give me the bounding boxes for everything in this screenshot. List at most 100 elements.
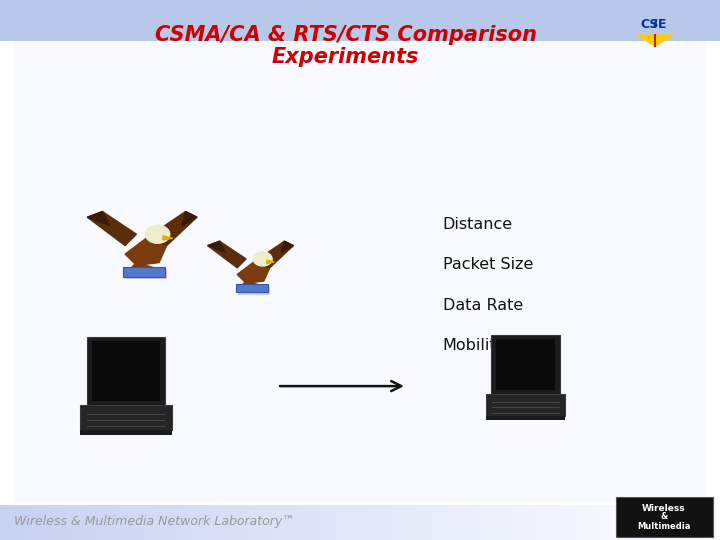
Polygon shape	[87, 212, 137, 246]
Bar	[693, 505, 702, 540]
Bar	[90, 505, 99, 540]
Bar	[238, 287, 271, 295]
Bar	[234, 505, 243, 540]
Polygon shape	[637, 35, 673, 46]
Bar	[486, 505, 495, 540]
Polygon shape	[163, 236, 173, 240]
Bar	[306, 505, 315, 540]
Bar	[45, 505, 54, 540]
Bar	[567, 505, 576, 540]
Bar	[387, 505, 396, 540]
Bar	[153, 505, 162, 540]
Polygon shape	[87, 212, 110, 226]
Bar	[0, 0, 720, 40]
Bar	[342, 505, 351, 540]
Bar	[297, 505, 306, 540]
Bar	[497, 339, 554, 390]
Bar	[513, 505, 522, 540]
Bar	[459, 505, 468, 540]
Text: Multimedia: Multimedia	[637, 522, 690, 531]
Polygon shape	[237, 261, 270, 284]
Bar	[72, 505, 81, 540]
Polygon shape	[125, 237, 167, 265]
Bar	[92, 341, 160, 401]
Text: Data Rate: Data Rate	[443, 298, 523, 313]
Bar	[603, 505, 612, 540]
Bar	[180, 505, 189, 540]
Bar	[126, 505, 135, 540]
Bar	[252, 505, 261, 540]
Bar	[495, 505, 504, 540]
Bar	[432, 505, 441, 540]
Bar	[711, 505, 720, 540]
Bar	[396, 505, 405, 540]
Bar	[558, 505, 567, 540]
Bar	[135, 505, 144, 540]
Bar	[616, 497, 713, 537]
Text: Distance: Distance	[443, 217, 513, 232]
Text: CSMA/CA & RTS/CTS Comparison: CSMA/CA & RTS/CTS Comparison	[155, 25, 536, 45]
Bar	[125, 269, 167, 280]
Circle shape	[145, 225, 170, 244]
Bar	[405, 505, 414, 540]
Bar	[486, 394, 565, 416]
Bar	[477, 505, 486, 540]
Polygon shape	[282, 241, 293, 252]
Bar	[108, 505, 117, 540]
Bar	[522, 505, 531, 540]
Bar	[162, 505, 171, 540]
Bar	[423, 505, 432, 540]
Bar	[0, 505, 9, 540]
Bar	[594, 505, 603, 540]
Polygon shape	[207, 241, 246, 268]
Bar	[612, 505, 621, 540]
Bar	[675, 505, 684, 540]
Polygon shape	[148, 212, 197, 246]
Bar	[666, 505, 675, 540]
Bar	[54, 505, 63, 540]
Bar	[9, 505, 18, 540]
Bar	[288, 505, 297, 540]
Bar	[144, 505, 153, 540]
Text: Mobility: Mobility	[443, 338, 506, 353]
Bar	[639, 505, 648, 540]
Bar	[684, 505, 693, 540]
Bar	[86, 337, 166, 405]
Text: E: E	[658, 18, 667, 31]
Polygon shape	[266, 260, 274, 264]
Polygon shape	[255, 241, 293, 268]
Bar	[171, 505, 180, 540]
Bar	[36, 505, 45, 540]
Bar	[702, 505, 711, 540]
Bar	[648, 505, 657, 540]
Text: Wireless: Wireless	[642, 504, 685, 513]
Bar	[207, 505, 216, 540]
Text: I: I	[652, 18, 657, 31]
Text: Packet Size: Packet Size	[443, 257, 534, 272]
Bar	[414, 505, 423, 540]
Bar	[81, 430, 171, 435]
Bar	[270, 505, 279, 540]
Bar	[315, 505, 324, 540]
Bar	[324, 505, 333, 540]
Bar	[657, 505, 666, 540]
Bar	[360, 505, 369, 540]
Bar	[333, 505, 342, 540]
Bar	[504, 505, 513, 540]
Text: Wireless & Multimedia Network Laboratory™: Wireless & Multimedia Network Laboratory…	[14, 515, 295, 528]
Bar	[81, 505, 90, 540]
Bar	[81, 405, 171, 430]
Bar	[621, 505, 630, 540]
Bar	[18, 505, 27, 540]
Bar	[468, 505, 477, 540]
Bar	[531, 505, 540, 540]
Bar	[486, 416, 565, 420]
Bar	[450, 505, 459, 540]
Circle shape	[253, 252, 272, 266]
Bar	[216, 505, 225, 540]
Bar	[585, 505, 594, 540]
Bar	[378, 505, 387, 540]
Bar	[549, 505, 558, 540]
Bar	[14, 40, 706, 502]
Polygon shape	[207, 241, 225, 252]
